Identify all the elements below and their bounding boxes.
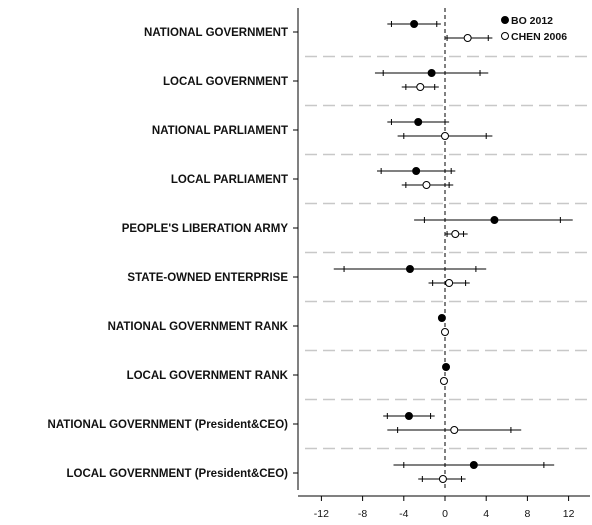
category-label: NATIONAL GOVERNMENT RANK [108,321,289,333]
legend-marker-chen-2006 [501,32,509,40]
category-label: NATIONAL GOVERNMENT (President&CEO) [48,419,289,431]
x-tick-label: 0 [442,508,448,520]
x-tick-label: -4 [399,508,408,520]
bo-2012-point [410,20,419,28]
bo-2012-point [414,118,423,126]
x-tick-label: -12 [314,508,329,520]
legend: BO 2012 CHEN 2006 [501,15,567,43]
x-tick-label: -8 [358,508,367,520]
chen-2006-point [422,181,431,189]
chen-2006-point [451,230,460,238]
category-label: LOCAL GOVERNMENT RANK [127,370,289,382]
category-label: STATE-OWNED ENTERPRISE [127,272,288,284]
plot-axes [297,8,590,497]
x-tick-label: 8 [524,508,530,520]
bo-2012-point [490,216,499,224]
legend-label-chen-2006: CHEN 2006 [511,31,567,43]
chen-2006-point [416,83,425,91]
x-axis-ticks: -12 -8 -4 0 4 8 12 [314,496,575,520]
category-label: PEOPLE'S LIBERATION ARMY [122,223,289,235]
bo-2012-point [442,363,451,371]
chen-2006-point [445,279,454,287]
category-label: NATIONAL GOVERNMENT [144,27,288,39]
bo-2012-point [412,167,421,175]
bo-2012-point [427,69,436,77]
x-tick-label: 4 [483,508,489,520]
category-label: LOCAL PARLIAMENT [171,174,288,186]
bo-2012-point [469,461,478,469]
category-separators [305,55,590,450]
bo-2012-point [405,265,414,273]
chen-2006-point [450,426,459,434]
category-label: LOCAL GOVERNMENT [163,76,288,88]
series-chen-2006 [387,34,522,483]
chen-2006-point [438,475,447,483]
legend-marker-bo-2012 [501,16,509,24]
category-labels: NATIONAL GOVERNMENT LOCAL GOVERNMENT NATIO… [48,27,298,480]
bo-2012-point [404,412,413,420]
chen-2006-point [441,132,449,140]
series-bo-2012 [333,20,573,469]
chen-2006-point [441,328,449,336]
chen-2006-point [463,34,472,42]
category-label: NATIONAL PARLIAMENT [152,125,288,137]
category-label: LOCAL GOVERNMENT (President&CEO) [67,468,289,480]
legend-label-bo-2012: BO 2012 [511,15,553,27]
bo-2012-point [437,314,446,322]
chen-2006-point [439,377,448,385]
x-tick-label: 12 [563,508,575,520]
